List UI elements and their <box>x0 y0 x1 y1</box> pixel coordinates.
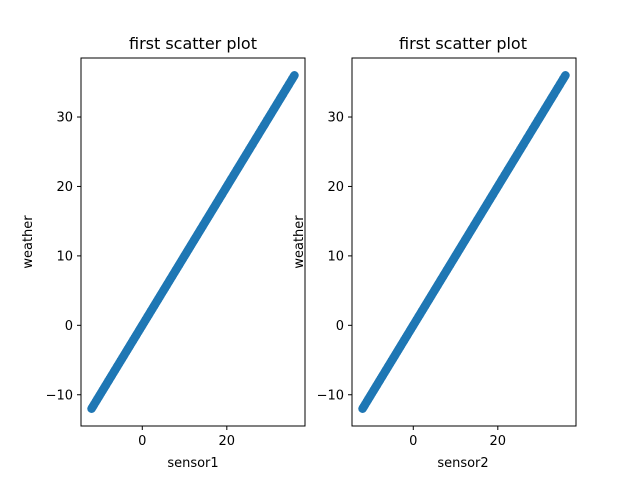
x-axis-label-1: sensor1 <box>167 456 218 471</box>
y-tick-label: 20 <box>56 180 73 195</box>
y-tick-label: 0 <box>65 319 73 334</box>
x-ticks-1: 0 20 <box>138 426 235 449</box>
scatter-points-2 <box>358 71 570 413</box>
x-tick-label: 20 <box>490 434 507 449</box>
x-axis-label-2: sensor2 <box>437 456 488 471</box>
axes-frame-2 <box>351 57 577 427</box>
y-axis-label-2: weather <box>292 215 307 269</box>
scatter-points-1 <box>87 71 299 413</box>
y-tick-label: 0 <box>336 319 344 334</box>
y-ticks-1: −10 0 10 20 30 <box>46 111 81 403</box>
scatter-point <box>290 71 299 80</box>
scatter-point <box>561 71 570 80</box>
chart-title-1: first scatter plot <box>129 34 257 53</box>
y-axis-label-1: weather <box>21 215 36 269</box>
x-tick-label: 0 <box>138 434 146 449</box>
x-tick-label: 20 <box>219 434 236 449</box>
y-tick-label: 30 <box>327 111 344 126</box>
x-ticks-2: 0 20 <box>409 426 506 449</box>
axes-frame-1 <box>80 57 306 427</box>
y-ticks-2: −10 0 10 20 30 <box>317 111 352 403</box>
y-tick-label: 30 <box>56 111 73 126</box>
y-tick-label: −10 <box>46 388 73 403</box>
y-tick-label: −10 <box>317 388 344 403</box>
y-tick-label: 10 <box>56 249 73 264</box>
subplot-1: first scatter plot 0 20 −10 0 10 20 30 sensor… <box>21 34 306 471</box>
subplot-2: first scatter plot 0 20 −10 0 10 20 30 sensor… <box>292 34 577 471</box>
y-tick-label: 20 <box>327 180 344 195</box>
y-tick-label: 10 <box>327 249 344 264</box>
chart-title-2: first scatter plot <box>399 34 527 53</box>
x-tick-label: 0 <box>409 434 417 449</box>
